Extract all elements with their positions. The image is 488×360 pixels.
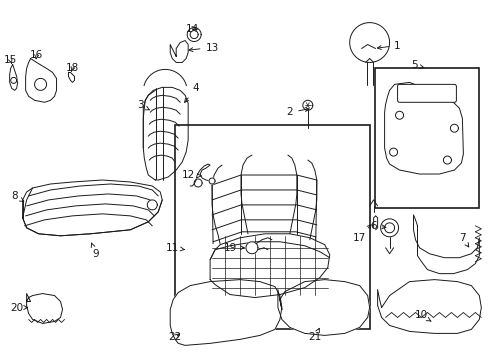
Polygon shape: [147, 200, 157, 210]
Polygon shape: [143, 87, 188, 180]
Text: 14: 14: [185, 24, 198, 33]
Polygon shape: [384, 223, 394, 233]
Text: 1: 1: [377, 41, 400, 50]
Polygon shape: [277, 280, 369, 336]
Polygon shape: [245, 242, 258, 254]
Polygon shape: [449, 124, 457, 132]
Polygon shape: [26, 293, 62, 323]
Polygon shape: [384, 82, 463, 174]
Text: 21: 21: [307, 328, 321, 342]
Text: 7: 7: [458, 233, 468, 247]
Text: 2: 2: [286, 107, 308, 117]
Text: 4: 4: [184, 84, 199, 102]
Polygon shape: [25, 58, 57, 102]
Polygon shape: [170, 280, 281, 345]
Text: 17: 17: [352, 225, 370, 243]
Polygon shape: [209, 178, 215, 184]
Polygon shape: [349, 23, 389, 62]
Bar: [374, 68, 478, 208]
Polygon shape: [395, 111, 403, 119]
Polygon shape: [210, 234, 329, 298]
Polygon shape: [187, 28, 201, 41]
Polygon shape: [389, 148, 397, 156]
Polygon shape: [190, 31, 198, 39]
Text: 3: 3: [137, 100, 149, 110]
Polygon shape: [22, 180, 162, 236]
Polygon shape: [443, 156, 450, 164]
FancyBboxPatch shape: [397, 84, 455, 102]
Text: 19: 19: [223, 243, 244, 253]
Text: 5: 5: [410, 60, 423, 71]
Polygon shape: [10, 64, 18, 90]
Text: 12: 12: [181, 170, 201, 180]
Text: 22: 22: [168, 332, 182, 342]
Text: 18: 18: [66, 63, 79, 73]
Text: 10: 10: [414, 310, 430, 321]
Polygon shape: [380, 219, 398, 237]
Polygon shape: [11, 77, 17, 84]
Polygon shape: [377, 280, 480, 333]
Polygon shape: [170, 41, 188, 62]
Text: 6: 6: [369, 221, 385, 231]
Polygon shape: [35, 78, 46, 90]
Polygon shape: [302, 100, 312, 110]
Polygon shape: [194, 179, 202, 187]
Text: 15: 15: [4, 55, 17, 66]
Polygon shape: [413, 215, 478, 274]
Text: 11: 11: [165, 243, 184, 253]
Text: 20: 20: [10, 302, 27, 312]
Text: 9: 9: [91, 243, 99, 259]
Text: 16: 16: [30, 50, 43, 60]
Text: 8: 8: [11, 191, 24, 201]
Text: 13: 13: [188, 42, 218, 53]
Bar: [175, 125, 369, 329]
